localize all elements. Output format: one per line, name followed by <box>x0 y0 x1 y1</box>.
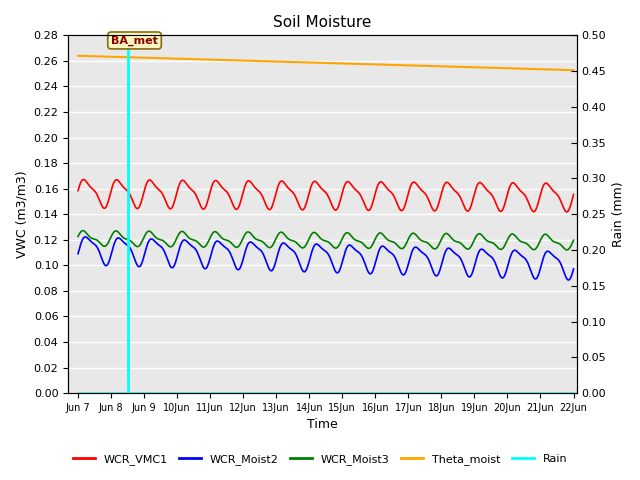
Theta_moist <box>113 54 120 60</box>
WCR_VMC1 <box>295 202 303 207</box>
Line: Theta_moist: Theta_moist <box>78 56 573 70</box>
WCR_Moist2 <box>564 277 572 283</box>
WCR_Moist3 <box>563 247 571 253</box>
Line: WCR_VMC1: WCR_VMC1 <box>78 180 573 212</box>
Theta_moist <box>356 61 364 67</box>
WCR_Moist2 <box>113 236 120 241</box>
Theta_moist <box>74 53 82 59</box>
Y-axis label: Rain (mm): Rain (mm) <box>612 181 625 247</box>
WCR_VMC1 <box>570 192 577 197</box>
WCR_Moist2 <box>295 259 303 264</box>
Theta_moist <box>284 59 292 65</box>
Y-axis label: VWC (m3/m3): VWC (m3/m3) <box>15 170 28 258</box>
Line: WCR_Moist3: WCR_Moist3 <box>78 231 573 250</box>
WCR_Moist3 <box>133 244 141 250</box>
WCR_Moist3 <box>113 228 120 234</box>
WCR_VMC1 <box>304 195 312 201</box>
Rain <box>570 390 577 396</box>
Rain <box>294 390 302 396</box>
WCR_Moist2 <box>570 266 577 272</box>
WCR_Moist3 <box>74 234 82 240</box>
Theta_moist <box>132 55 140 60</box>
WCR_VMC1 <box>356 192 364 198</box>
WCR_Moist3 <box>285 236 292 242</box>
WCR_Moist3 <box>356 239 364 245</box>
Text: BA_met: BA_met <box>111 36 158 46</box>
Theta_moist <box>570 67 577 73</box>
WCR_Moist3 <box>79 228 87 234</box>
Theta_moist <box>294 60 302 65</box>
Rain <box>113 390 120 396</box>
WCR_Moist2 <box>133 262 141 267</box>
Rain <box>284 390 292 396</box>
X-axis label: Time: Time <box>307 419 338 432</box>
WCR_Moist3 <box>295 242 303 248</box>
Line: WCR_Moist2: WCR_Moist2 <box>78 237 573 280</box>
WCR_VMC1 <box>285 186 292 192</box>
WCR_Moist2 <box>356 251 364 257</box>
Rain <box>74 390 82 396</box>
WCR_Moist2 <box>81 234 89 240</box>
WCR_VMC1 <box>79 177 87 182</box>
WCR_VMC1 <box>133 205 141 211</box>
Rain <box>132 390 140 396</box>
Theta_moist <box>303 60 311 65</box>
Legend: WCR_VMC1, WCR_Moist2, WCR_Moist3, Theta_moist, Rain: WCR_VMC1, WCR_Moist2, WCR_Moist3, Theta_… <box>68 450 572 469</box>
WCR_Moist3 <box>570 238 577 243</box>
WCR_Moist2 <box>74 251 82 257</box>
WCR_Moist2 <box>285 244 292 250</box>
WCR_VMC1 <box>113 177 120 182</box>
WCR_VMC1 <box>74 188 82 193</box>
WCR_Moist3 <box>304 239 312 244</box>
Rain <box>303 390 311 396</box>
Title: Soil Moisture: Soil Moisture <box>273 15 372 30</box>
WCR_Moist2 <box>304 263 312 269</box>
Rain <box>356 390 364 396</box>
WCR_VMC1 <box>563 209 571 215</box>
